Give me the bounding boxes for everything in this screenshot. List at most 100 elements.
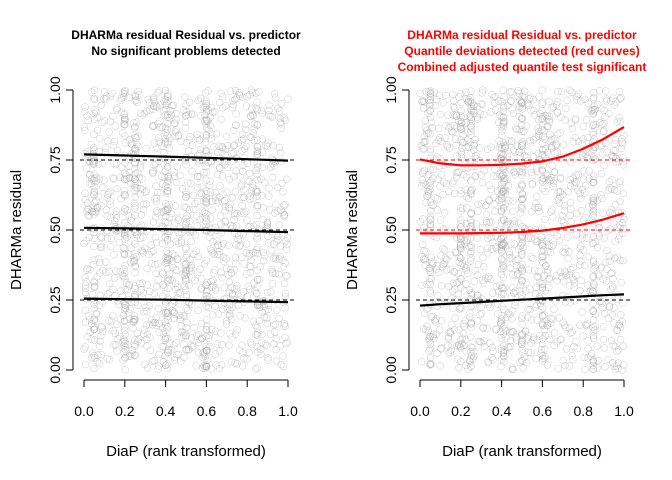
residual-point (465, 356, 474, 364)
residual-point (140, 326, 148, 334)
residual-point (225, 341, 233, 349)
residual-point (467, 343, 475, 351)
residual-point (272, 237, 281, 246)
residual-point (436, 182, 444, 191)
residual-point (111, 122, 119, 130)
residual-point (179, 270, 187, 278)
residual-point (528, 208, 536, 216)
residual-point (549, 142, 557, 150)
residual-point (583, 320, 592, 328)
residual-point (589, 272, 598, 280)
residual-point (237, 291, 245, 300)
residual-point (518, 314, 526, 323)
residual-point (525, 101, 533, 110)
residual-point (617, 94, 625, 102)
residual-point (574, 90, 582, 98)
residual-point (585, 203, 593, 211)
residual-point (456, 90, 465, 98)
residual-point (211, 188, 219, 197)
residual-point (492, 282, 501, 291)
residual-point (493, 172, 501, 181)
residual-point (161, 86, 170, 95)
residual-point (282, 237, 290, 245)
residual-point (467, 107, 476, 115)
residual-point (121, 88, 129, 96)
residual-point (540, 272, 548, 280)
residual-point (500, 358, 508, 366)
residual-point (607, 151, 616, 160)
residual-point (246, 112, 255, 120)
residual-point (96, 337, 104, 345)
residual-point (207, 277, 215, 286)
residual-point (530, 111, 539, 119)
residual-point (462, 361, 470, 369)
residual-point (589, 323, 597, 332)
residual-point (121, 86, 129, 95)
residual-point (119, 338, 127, 346)
residual-point (202, 362, 210, 370)
residual-point (611, 147, 619, 155)
residual-point (100, 176, 108, 184)
residual-point (560, 207, 568, 215)
residual-point (180, 203, 188, 211)
residual-point (467, 352, 476, 360)
residual-point (199, 349, 207, 357)
residual-point (184, 179, 192, 187)
residual-point (190, 250, 198, 259)
residual-point (582, 181, 590, 190)
residual-point (266, 163, 275, 171)
residual-point (526, 137, 534, 145)
residual-point (518, 127, 526, 136)
residual-point (204, 298, 212, 307)
residual-point (509, 207, 517, 215)
residual-point (502, 326, 510, 335)
residual-point (617, 278, 625, 287)
residual-point (131, 92, 140, 101)
residual-point (572, 178, 580, 187)
residual-point (537, 349, 545, 357)
residual-point (174, 350, 182, 358)
residual-point (567, 119, 576, 127)
residual-point (204, 158, 212, 167)
residual-point (553, 148, 561, 156)
residual-point (180, 282, 188, 290)
residual-point (146, 287, 154, 296)
residual-point (207, 104, 215, 112)
residual-point (233, 282, 241, 290)
residual-point (213, 170, 222, 179)
residual-point (90, 86, 99, 94)
residual-point (264, 139, 272, 147)
residual-point (572, 152, 580, 161)
residual-point (618, 317, 626, 326)
residual-point (557, 272, 566, 281)
residual-point (167, 111, 175, 119)
residual-point (514, 255, 522, 263)
residual-point (185, 136, 194, 144)
residual-point (202, 99, 210, 108)
residual-point (103, 137, 112, 145)
residual-point (516, 209, 525, 217)
residual-point (268, 246, 276, 255)
residual-point (489, 356, 497, 364)
residual-point (538, 280, 546, 288)
residual-point (227, 358, 236, 366)
residual-point (497, 206, 506, 214)
residual-point (589, 265, 598, 273)
residual-point (258, 163, 267, 172)
residual-point (541, 145, 550, 153)
residual-point (457, 148, 465, 156)
residual-point (143, 330, 152, 338)
residual-point (187, 341, 195, 350)
residual-point (548, 104, 556, 112)
residual-point (561, 361, 569, 370)
residual-point (460, 262, 468, 270)
residual-point (128, 141, 136, 149)
residual-point (518, 194, 526, 203)
residual-point (497, 255, 506, 263)
residual-point (600, 161, 608, 170)
residual-point (132, 96, 140, 104)
residual-point (458, 334, 467, 343)
residual-point (591, 322, 599, 330)
residual-point (219, 240, 228, 248)
residual-point (426, 360, 434, 368)
